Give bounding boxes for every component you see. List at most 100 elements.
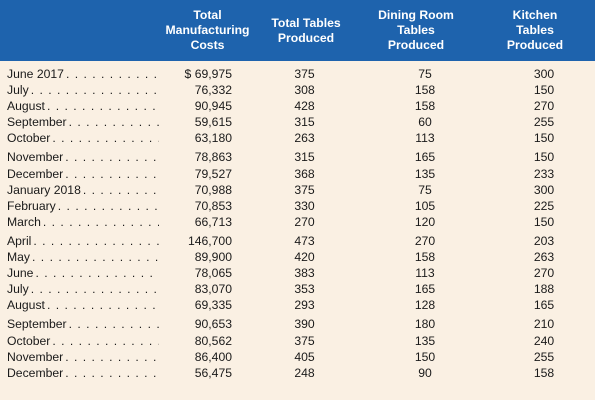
- dining-tables-cell: 60: [418, 115, 432, 130]
- table-row: May . . . . . . . . . . . . . . . . . . …: [0, 249, 595, 265]
- cost-cell: $ 69,975: [184, 67, 232, 81]
- table-row: July . . . . . . . . . . . . . . . . . .…: [0, 281, 595, 297]
- total-tables-cell: 473: [294, 233, 315, 248]
- total-tables-cell: 315: [294, 150, 315, 165]
- table-row: November . . . . . . . . . . . . . . . .…: [0, 349, 595, 365]
- month-label: July: [7, 282, 29, 297]
- month-cell: June 2017 . . . . . . . . . . . . . . . …: [0, 66, 159, 82]
- table-row: December . . . . . . . . . . . . . . . .…: [0, 365, 595, 381]
- month-label: February: [7, 198, 56, 213]
- month-cell: December . . . . . . . . . . . . . . . .…: [0, 365, 159, 381]
- dot-leader: . . . . . . . . . . . . . . . . . . . . …: [52, 333, 159, 348]
- total-tables-cell: 405: [294, 349, 315, 364]
- cost-cell: 146,700: [187, 233, 232, 248]
- table-row: September . . . . . . . . . . . . . . . …: [0, 114, 595, 130]
- dot-leader: . . . . . . . . . . . . . . . . . . . . …: [46, 99, 159, 114]
- month-cell: March . . . . . . . . . . . . . . . . . …: [0, 214, 159, 230]
- dining-tables-cell: 135: [414, 166, 436, 181]
- cost-cell: 69,335: [194, 298, 232, 313]
- header-total-tables: Total Tables Produced: [255, 0, 357, 61]
- month-cell: November . . . . . . . . . . . . . . . .…: [0, 349, 159, 365]
- dining-tables-cell: 120: [414, 214, 436, 229]
- table-row: March . . . . . . . . . . . . . . . . . …: [0, 214, 595, 230]
- month-cell: December . . . . . . . . . . . . . . . .…: [0, 166, 159, 182]
- dot-leader: . . . . . . . . . . . . . . . . . . . . …: [68, 115, 159, 130]
- month-cell: November . . . . . . . . . . . . . . . .…: [0, 149, 159, 165]
- cost-cell: 79,527: [194, 166, 232, 181]
- dot-leader: . . . . . . . . . . . . . . . . . . . . …: [42, 214, 159, 229]
- header-dining-tables-label: Dining Room Tables Produced: [378, 8, 454, 52]
- total-tables-cell: 375: [294, 182, 315, 197]
- total-tables-cell: 263: [294, 131, 315, 146]
- dining-tables-cell: 90: [418, 365, 432, 380]
- dining-tables-cell: 113: [415, 266, 435, 281]
- month-label: September: [7, 115, 67, 130]
- table-row: June 2017 . . . . . . . . . . . . . . . …: [0, 66, 595, 82]
- cost-cell: 70,853: [194, 198, 232, 213]
- dining-tables-cell: 165: [414, 150, 436, 165]
- kitchen-tables-cell: 263: [533, 250, 555, 265]
- table-row: January 2018 . . . . . . . . . . . . . .…: [0, 182, 595, 198]
- dining-tables-cell: 158: [414, 83, 436, 98]
- cost-cell: 89,900: [194, 250, 232, 265]
- cost-cell: 86,400: [194, 349, 232, 364]
- table-row: February . . . . . . . . . . . . . . . .…: [0, 198, 595, 214]
- month-label: December: [7, 166, 64, 181]
- dot-leader: . . . . . . . . . . . . . . . . . . . . …: [30, 282, 159, 297]
- month-label: December: [7, 365, 64, 380]
- total-tables-cell: 428: [294, 99, 315, 114]
- month-label: November: [7, 150, 64, 165]
- month-cell: January 2018 . . . . . . . . . . . . . .…: [0, 182, 159, 198]
- kitchen-tables-cell: 150: [533, 83, 555, 98]
- month-label: October: [7, 333, 51, 348]
- kitchen-tables-cell: 203: [533, 233, 555, 248]
- cost-cell: 90,653: [194, 317, 232, 332]
- dining-tables-cell: 150: [414, 349, 436, 364]
- kitchen-tables-cell: 158: [533, 365, 555, 380]
- month-cell: August . . . . . . . . . . . . . . . . .…: [0, 297, 159, 313]
- month-label: September: [7, 317, 67, 332]
- month-label: June: [7, 266, 34, 281]
- total-tables-cell: 368: [294, 166, 315, 181]
- month-label: March: [7, 214, 41, 229]
- month-cell: February . . . . . . . . . . . . . . . .…: [0, 198, 159, 214]
- month-label: June 2017: [7, 67, 64, 81]
- cost-cell: 78,863: [194, 150, 232, 165]
- month-cell: June . . . . . . . . . . . . . . . . . .…: [0, 265, 159, 281]
- header-cost: Total Manufacturing Costs: [160, 0, 255, 61]
- kitchen-tables-cell: 300: [533, 67, 555, 81]
- kitchen-tables-cell: 188: [533, 282, 555, 297]
- month-label: May: [7, 250, 31, 265]
- dot-leader: . . . . . . . . . . . . . . . . . . . . …: [65, 166, 159, 181]
- kitchen-tables-cell: 225: [533, 198, 555, 213]
- cost-cell: 76,332: [194, 83, 232, 98]
- month-label: August: [7, 99, 45, 114]
- dot-leader: . . . . . . . . . . . . . . . . . . . . …: [30, 83, 159, 98]
- month-cell: September . . . . . . . . . . . . . . . …: [0, 114, 159, 130]
- table-body: June 2017 . . . . . . . . . . . . . . . …: [0, 61, 595, 381]
- table-header: Total Manufacturing Costs Total Tables P…: [0, 0, 595, 61]
- month-cell: April . . . . . . . . . . . . . . . . . …: [0, 233, 159, 249]
- cost-cell: 80,562: [194, 333, 232, 348]
- kitchen-tables-cell: 240: [533, 333, 555, 348]
- dining-tables-cell: 180: [414, 317, 436, 332]
- table-row: November . . . . . . . . . . . . . . . .…: [0, 149, 595, 165]
- dining-tables-cell: 75: [418, 182, 432, 197]
- table-row: October . . . . . . . . . . . . . . . . …: [0, 333, 595, 349]
- dining-tables-cell: 158: [414, 99, 436, 114]
- total-tables-cell: 330: [294, 198, 315, 213]
- total-tables-cell: 308: [294, 83, 315, 98]
- dot-leader: . . . . . . . . . . . . . . . . . . . . …: [46, 298, 159, 313]
- dining-tables-cell: 158: [414, 250, 436, 265]
- month-label: August: [7, 298, 45, 313]
- kitchen-tables-cell: 270: [533, 266, 555, 281]
- dining-tables-cell: 113: [415, 131, 435, 146]
- total-tables-cell: 390: [294, 317, 315, 332]
- table-row: June . . . . . . . . . . . . . . . . . .…: [0, 265, 595, 281]
- cost-cell: 78,065: [194, 266, 232, 281]
- kitchen-tables-cell: 150: [533, 214, 555, 229]
- month-cell: August . . . . . . . . . . . . . . . . .…: [0, 98, 159, 114]
- cost-cell: 70,988: [194, 182, 232, 197]
- cost-cell: 90,945: [194, 99, 232, 114]
- table-row: August . . . . . . . . . . . . . . . . .…: [0, 98, 595, 114]
